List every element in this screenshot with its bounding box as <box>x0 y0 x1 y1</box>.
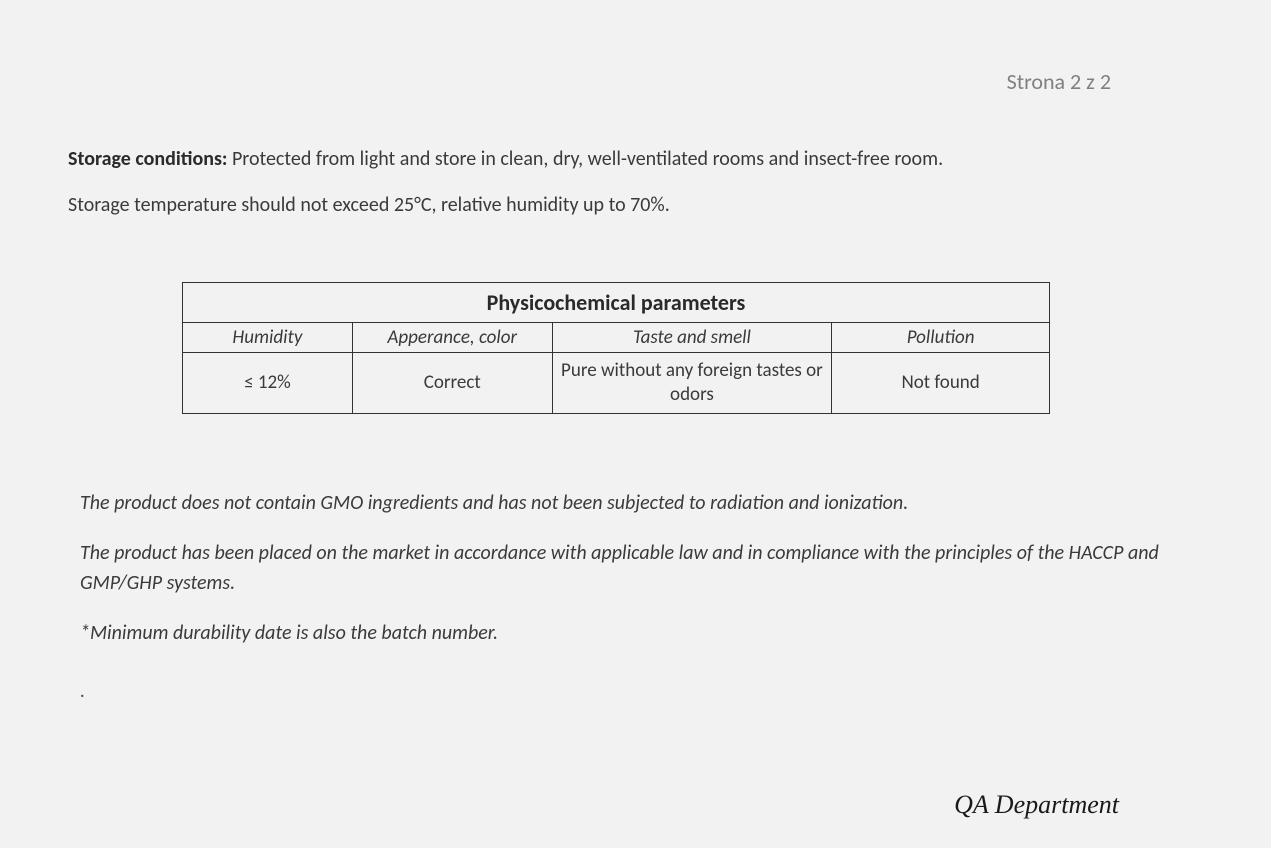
table-header-row: Humidity Apperance, color Taste and smel… <box>183 323 1050 353</box>
page-number: Strona 2 z 2 <box>1007 68 1111 95</box>
table-data-row: ≤ 12% Correct Pure without any foreign t… <box>183 353 1050 414</box>
cell-appearance: Correct <box>352 353 552 414</box>
col-humidity-header: Humidity <box>183 323 353 353</box>
cell-taste: Pure without any foreign tastes or odors <box>552 353 832 414</box>
col-taste-header: Taste and smell <box>552 323 832 353</box>
table-title: Physicochemical parameters <box>183 283 1050 323</box>
storage-text1: Protected from light and store in clean,… <box>227 147 943 171</box>
storage-line2: Storage temperature should not exceed 25… <box>68 191 1131 219</box>
note-gmo: The product does not contain GMO ingredi… <box>80 488 1171 518</box>
qa-signature: QA Department <box>954 790 1119 820</box>
physicochemical-table: Physicochemical parameters Humidity Appe… <box>182 282 1050 414</box>
note-compliance: The product has been placed on the marke… <box>80 538 1171 598</box>
stray-dot: . <box>80 680 85 702</box>
table-title-row: Physicochemical parameters <box>183 283 1050 323</box>
note-batch: *Minimum durability date is also the bat… <box>80 618 1171 648</box>
storage-label: Storage conditions: <box>68 147 227 171</box>
cell-pollution: Not found <box>832 353 1050 414</box>
cell-humidity: ≤ 12% <box>183 353 353 414</box>
storage-conditions: Storage conditions: Protected from light… <box>68 145 1131 219</box>
storage-line1: Storage conditions: Protected from light… <box>68 145 1131 173</box>
col-appearance-header: Apperance, color <box>352 323 552 353</box>
notes-section: The product does not contain GMO ingredi… <box>80 488 1171 668</box>
col-pollution-header: Pollution <box>832 323 1050 353</box>
